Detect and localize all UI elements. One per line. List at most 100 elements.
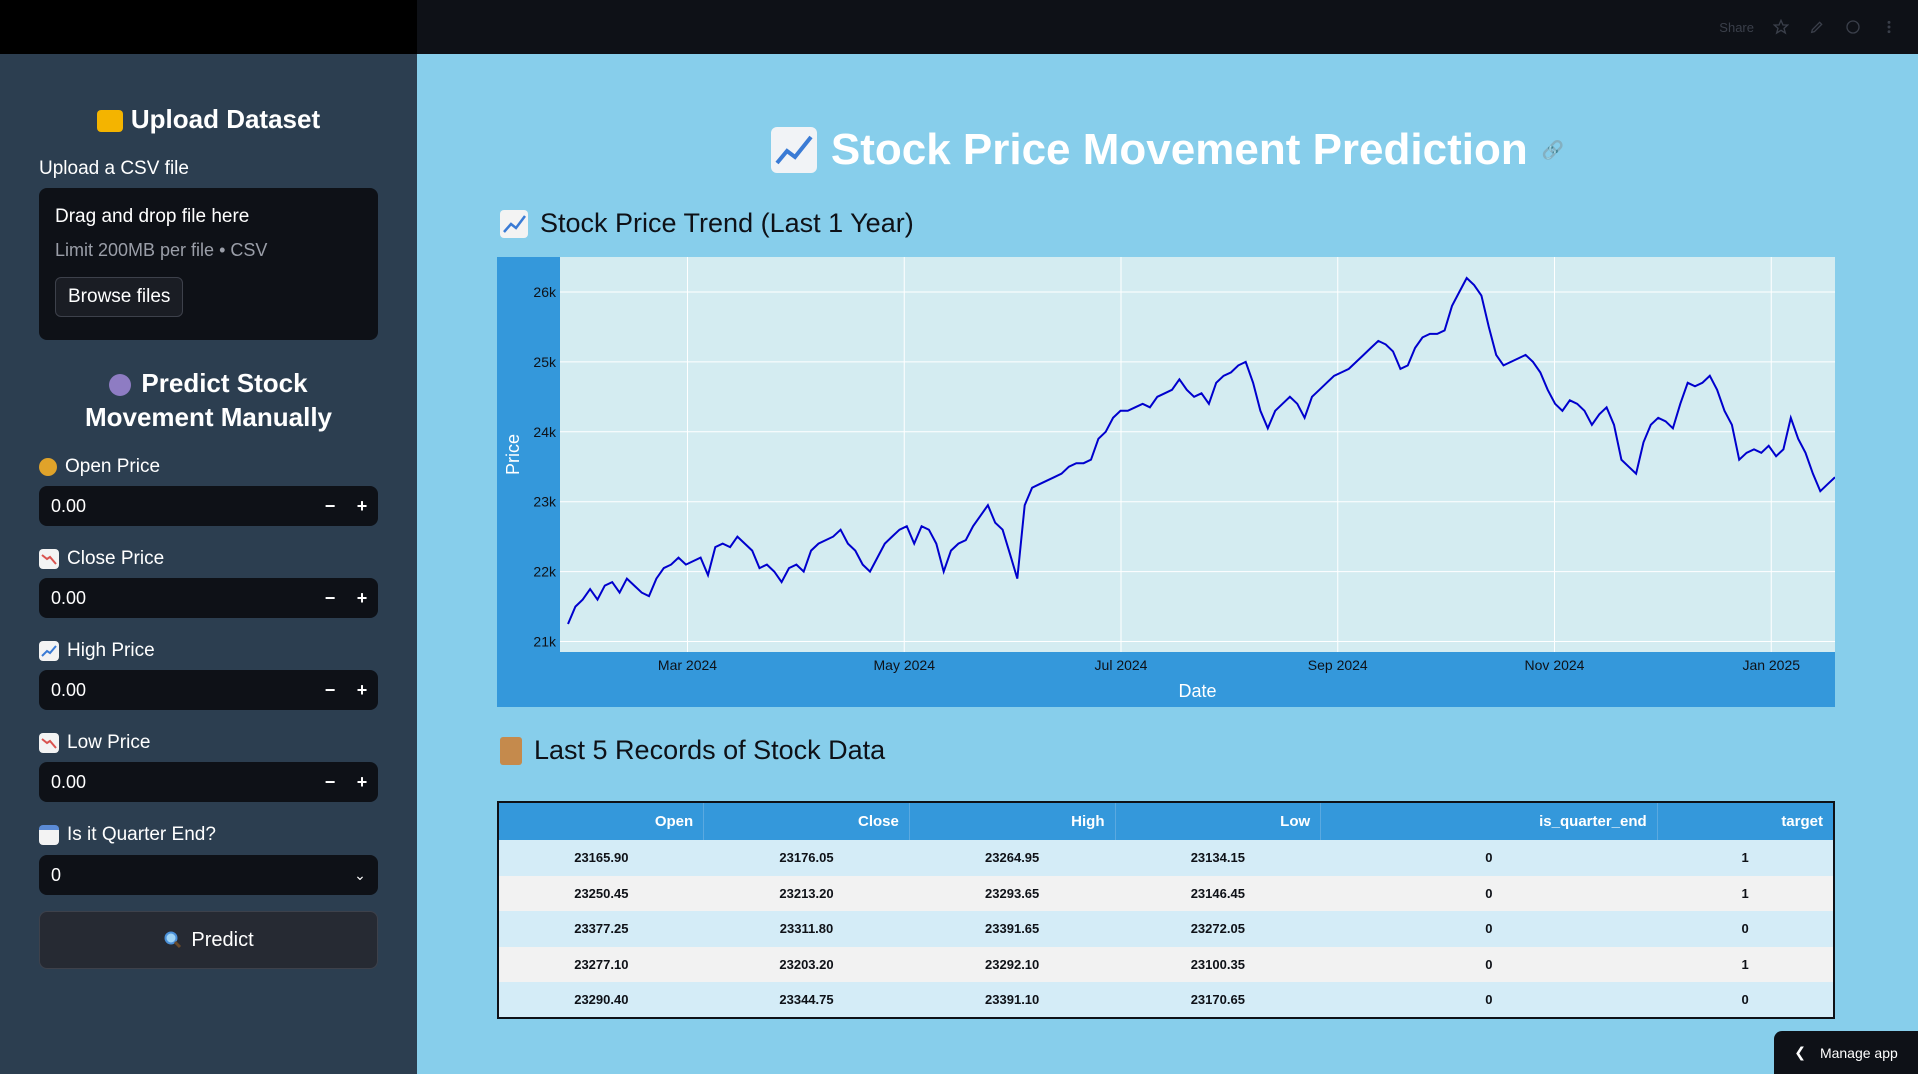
table-cell: 23344.75 — [703, 982, 910, 1018]
drag-drop-text: Drag and drop file here — [55, 206, 250, 227]
table-cell: 23165.90 — [498, 840, 704, 876]
more-menu-icon[interactable] — [1880, 18, 1898, 36]
file-uploader-dropzone[interactable]: Drag and drop file here Limit 200MB per … — [39, 188, 378, 340]
table-cell: 23290.40 — [498, 982, 704, 1018]
low-price-decrement-button[interactable]: − — [324, 771, 336, 792]
predict-button[interactable]: Predict — [39, 911, 378, 969]
open-price-value[interactable]: 0.00 — [51, 495, 87, 516]
quarter-end-select[interactable]: 0 ⌄ — [39, 855, 378, 895]
table-cell: 1 — [1657, 946, 1834, 983]
table-cell: 23176.05 — [703, 840, 910, 876]
y-tick-label: 26k — [533, 284, 557, 300]
table-row: 23290.40 23344.75 23391.10 23170.65 0 0 — [498, 982, 1834, 1018]
chevron-left-icon: ❮ — [1794, 1044, 1806, 1060]
table-cell: 23293.65 — [909, 875, 1115, 912]
table-heading: Last 5 Records of Stock Data — [500, 735, 885, 766]
chevron-down-icon[interactable]: ⌄ — [354, 866, 366, 883]
table-row: 23277.10 23203.20 23292.10 23100.35 0 1 — [498, 946, 1834, 983]
clipboard-icon — [500, 736, 522, 765]
table-cell: 23203.20 — [703, 946, 910, 983]
y-tick-label: 23k — [533, 494, 557, 510]
table-cell: 23292.10 — [909, 946, 1115, 983]
low-price-value[interactable]: 0.00 — [51, 771, 87, 792]
low-price-label: Low Price — [39, 732, 150, 754]
open-price-decrement-button[interactable]: − — [324, 495, 336, 516]
table-cell: 1 — [1657, 840, 1834, 876]
open-price-input[interactable]: 0.00 − + — [39, 486, 378, 526]
upload-csv-label: Upload a CSV file — [39, 158, 189, 179]
table-cell: 0 — [1657, 911, 1834, 947]
high-price-label: High Price — [39, 640, 155, 662]
table-cell: 23272.05 — [1115, 911, 1321, 947]
manage-app-button[interactable]: ❮ Manage app — [1774, 1031, 1918, 1074]
table-header-row: Open Close High Low is_quarter_end targe… — [498, 802, 1835, 840]
plot-area — [560, 257, 1835, 652]
column-header-open[interactable]: Open — [498, 802, 705, 840]
x-tick-label: May 2024 — [874, 657, 936, 673]
column-header-is-quarter-end[interactable]: is_quarter_end — [1320, 802, 1658, 840]
edit-pencil-icon[interactable] — [1808, 18, 1826, 36]
share-button[interactable]: Share — [1719, 19, 1754, 35]
quarter-end-label: Is it Quarter End? — [39, 824, 216, 846]
magnifying-glass-icon — [163, 930, 183, 950]
column-header-target[interactable]: target — [1657, 802, 1835, 840]
table-cell: 23250.45 — [498, 875, 704, 912]
chart-svg: 21k 22k 23k 24k 25k 26k Mar 2024 May 2024 Jul 20… — [503, 257, 1835, 701]
x-tick-label: Sep 2024 — [1308, 657, 1368, 673]
table-cell: 23277.10 — [498, 946, 704, 983]
y-tick-label: 22k — [533, 564, 557, 580]
folder-icon — [96, 110, 123, 133]
table-cell: 0 — [1320, 875, 1658, 912]
predict-manually-heading: Predict Stock Movement Manually — [84, 368, 333, 432]
open-price-label: Open Price — [39, 456, 160, 478]
chart-increasing-icon — [770, 127, 817, 173]
close-price-increment-button[interactable]: + — [356, 587, 368, 608]
high-price-value[interactable]: 0.00 — [51, 679, 87, 700]
table-row: 23250.45 23213.20 23293.65 23146.45 0 1 — [498, 875, 1834, 912]
table-row: 23165.90 23176.05 23264.95 23134.15 0 1 — [498, 840, 1834, 876]
github-icon[interactable] — [1844, 18, 1862, 36]
table-cell: 0 — [1657, 982, 1834, 1018]
x-tick-label: Jul 2024 — [1095, 657, 1148, 673]
high-price-increment-button[interactable]: + — [356, 679, 368, 700]
chart-increasing-icon — [500, 209, 528, 238]
chart-decreasing-icon — [39, 549, 59, 569]
table-cell: 0 — [1320, 911, 1658, 947]
column-header-close[interactable]: Close — [703, 802, 910, 840]
close-price-input[interactable]: 0.00 − + — [39, 578, 378, 618]
table-cell: 0 — [1320, 840, 1658, 876]
high-price-input[interactable]: 0.00 − + — [39, 670, 378, 710]
top-header-bar: Share — [0, 0, 1918, 54]
y-tick-label: 25k — [533, 354, 557, 370]
chart-increasing-icon — [39, 641, 59, 661]
low-price-input[interactable]: 0.00 − + — [39, 762, 378, 802]
app-toolbar: Share — [1719, 18, 1898, 36]
browse-files-button[interactable]: Browse files — [55, 277, 184, 317]
close-price-decrement-button[interactable]: − — [324, 587, 336, 608]
chart-heading: Stock Price Trend (Last 1 Year) — [500, 208, 914, 239]
y-tick-label: 21k — [533, 634, 557, 650]
calendar-icon — [39, 825, 59, 845]
x-axis-label: Date — [1178, 681, 1216, 701]
table-cell: 1 — [1657, 875, 1834, 912]
open-price-increment-button[interactable]: + — [356, 495, 368, 516]
y-axis-label: Price — [503, 434, 523, 475]
chart-decreasing-icon — [39, 733, 59, 753]
quarter-end-value[interactable]: 0 — [51, 864, 62, 885]
sidebar: Upload Dataset Upload a CSV file Drag an… — [0, 54, 417, 1074]
table-cell: 23391.10 — [909, 982, 1115, 1018]
stock-data-table: Open Close High Low is_quarter_end targe… — [497, 801, 1835, 1019]
manage-app-label: Manage app — [1819, 1044, 1898, 1061]
column-header-high[interactable]: High — [909, 802, 1116, 840]
table-cell: 23377.25 — [498, 911, 704, 947]
high-price-decrement-button[interactable]: − — [324, 679, 336, 700]
low-price-increment-button[interactable]: + — [356, 771, 368, 792]
close-price-value[interactable]: 0.00 — [51, 587, 87, 608]
column-header-low[interactable]: Low — [1115, 802, 1322, 840]
table-cell: 23264.95 — [909, 840, 1115, 876]
star-icon[interactable] — [1772, 18, 1790, 36]
anchor-link-icon[interactable]: 🔗 — [1541, 139, 1565, 160]
table-row: 23377.25 23311.80 23391.65 23272.05 0 0 — [498, 911, 1834, 947]
upload-dataset-heading: Upload Dataset — [0, 102, 417, 136]
stock-price-chart[interactable]: 21k 22k 23k 24k 25k 26k Mar 2024 May 2024 Jul 20… — [497, 257, 1835, 707]
